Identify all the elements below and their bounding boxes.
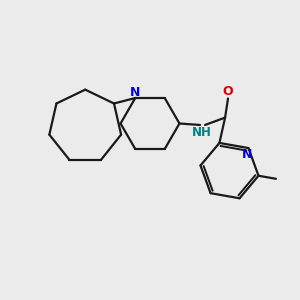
Text: NH: NH bbox=[192, 126, 212, 139]
Text: O: O bbox=[223, 85, 233, 98]
Text: N: N bbox=[242, 148, 252, 161]
Text: N: N bbox=[130, 86, 140, 99]
